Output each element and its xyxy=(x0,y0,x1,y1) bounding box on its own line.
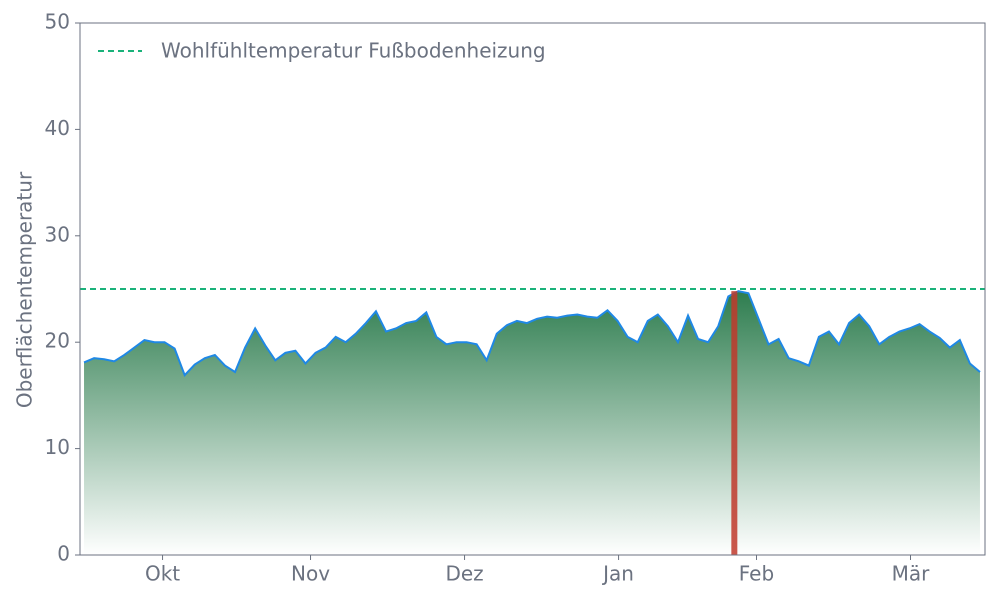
x-tick-label: Nov xyxy=(291,562,330,586)
x-tick-label: Okt xyxy=(145,562,180,586)
x-tick-label: Jan xyxy=(601,562,634,586)
legend-label: Wohlfühltemperatur Fußbodenheizung xyxy=(161,39,546,63)
y-tick-label: 0 xyxy=(57,542,70,566)
area xyxy=(84,291,980,555)
line xyxy=(83,290,981,378)
y-tick-label: 30 xyxy=(45,222,70,246)
x-tick-label: Dez xyxy=(445,562,483,586)
plot-frame xyxy=(79,22,986,556)
x-tick-label: Mär xyxy=(892,562,931,586)
y-tick-label: 10 xyxy=(45,435,70,459)
x-tick-label: Feb xyxy=(739,562,774,586)
y-tick-label: 40 xyxy=(45,116,70,140)
y-tick-label: 20 xyxy=(45,329,70,353)
marker-bar xyxy=(731,291,738,555)
y-axis-label: Oberflächentemperatur xyxy=(13,171,37,408)
y-tick-label: 50 xyxy=(45,10,70,34)
